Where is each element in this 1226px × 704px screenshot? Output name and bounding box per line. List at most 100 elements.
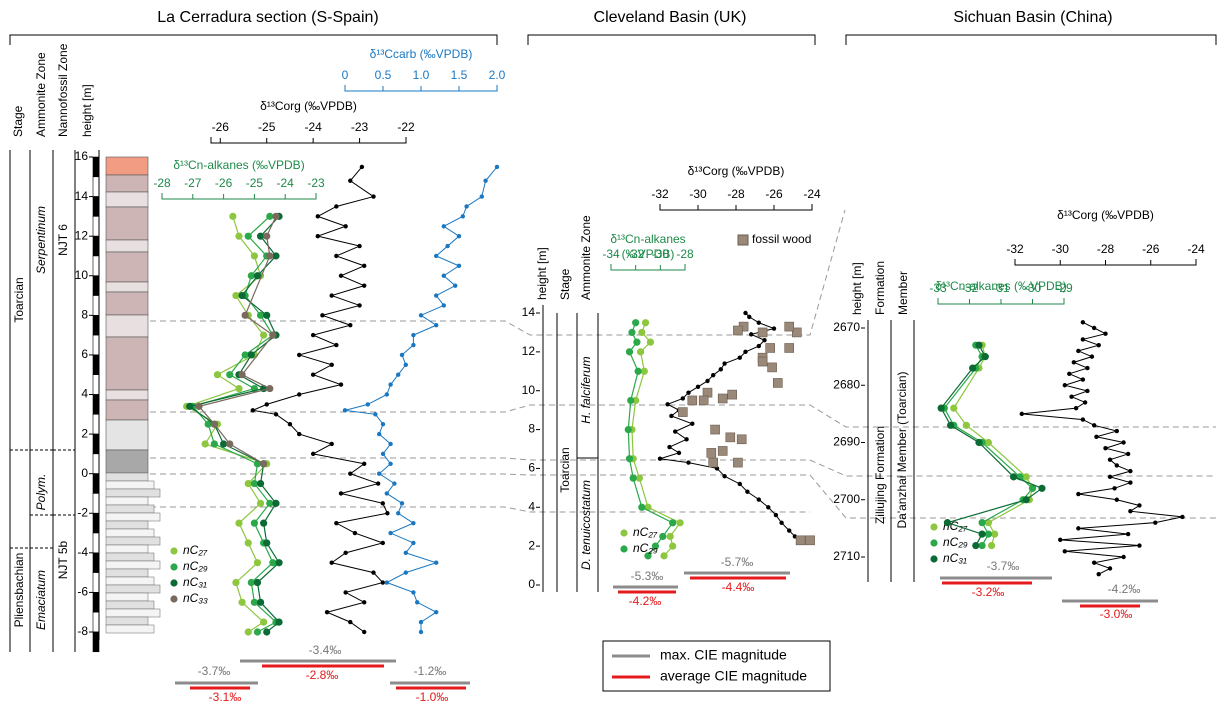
- lithology-bed: [105, 536, 161, 546]
- x-tick-label: 0: [342, 68, 349, 82]
- legend-label: nC₃₁: [943, 551, 967, 565]
- data-point: [1125, 451, 1131, 457]
- axis-title: δ¹³Cn-alkanes: [610, 232, 685, 246]
- legend-marker: [620, 545, 628, 553]
- data-point: [1103, 331, 1108, 336]
- cie-avg-label: -1.0‰: [416, 690, 449, 704]
- lithology-bed: [105, 174, 149, 193]
- data-point: [338, 491, 344, 496]
- data-point: [765, 343, 776, 353]
- legend-label: nC₃₁: [183, 575, 207, 589]
- data-point: [706, 448, 717, 458]
- data-point: [399, 352, 405, 358]
- data-point: [1114, 497, 1120, 502]
- data-point: [1076, 526, 1081, 531]
- correlation-line: [150, 457, 1216, 477]
- data-point: [266, 252, 274, 260]
- data-point: [371, 570, 376, 575]
- data-point: [343, 550, 348, 556]
- data-point: [229, 212, 237, 220]
- data-point: [210, 440, 218, 448]
- lithology-bed: [105, 239, 149, 253]
- data-point: [384, 580, 389, 585]
- height-ruler: [92, 176, 100, 197]
- data-point: [676, 519, 684, 527]
- data-point: [244, 539, 252, 547]
- data-point: [711, 372, 716, 378]
- x-tick-label: -24: [803, 187, 821, 201]
- data-point: [762, 338, 767, 343]
- data-point: [272, 212, 280, 220]
- legend-marker: [620, 529, 628, 537]
- column-label: NJT 6: [56, 224, 70, 256]
- axis-title: δ¹³Cn-alkanes (‰VPDB): [173, 158, 304, 172]
- data-point: [629, 474, 637, 482]
- data-point: [334, 204, 339, 209]
- data-point: [625, 348, 634, 356]
- data-point: [1121, 554, 1126, 560]
- data-point: [418, 619, 424, 625]
- height-ruler: [92, 493, 100, 514]
- data-point: [272, 499, 280, 507]
- data-point: [666, 532, 674, 541]
- y-tick-label: 12: [522, 344, 536, 358]
- data-point: [669, 519, 677, 527]
- data-point: [441, 303, 446, 308]
- data-point: [673, 429, 678, 434]
- y-tick-label: 4: [528, 499, 535, 513]
- data-point: [445, 243, 450, 249]
- column-label: NJT 5b: [56, 540, 70, 579]
- data-point: [434, 253, 439, 259]
- lithology-bed: [105, 520, 149, 530]
- data-point: [638, 503, 646, 511]
- data-point: [756, 343, 761, 349]
- data-point: [250, 598, 258, 606]
- data-point: [460, 214, 465, 219]
- data-point: [263, 311, 271, 319]
- column-header: Ammonite Zone: [34, 52, 48, 137]
- data-point: [1121, 440, 1126, 445]
- x-tick-label: -33: [929, 281, 947, 295]
- x-tick-label: -26: [212, 120, 230, 134]
- data-point: [937, 404, 945, 412]
- data-point: [266, 384, 274, 393]
- data-point: [1062, 383, 1067, 388]
- y-tick-label: 2680: [833, 377, 860, 391]
- legend-marker: [170, 563, 178, 571]
- data-point: [269, 559, 277, 567]
- data-point: [357, 303, 362, 308]
- data-point: [1096, 571, 1101, 577]
- data-point: [784, 343, 795, 353]
- legend-marker: [930, 523, 938, 531]
- data-point: [743, 310, 748, 316]
- lithology-bed: [105, 616, 149, 626]
- y-tick-label: -6: [77, 585, 88, 599]
- data-point: [342, 408, 348, 413]
- y-tick-label: 8: [81, 308, 88, 322]
- legend-marker: [170, 579, 178, 587]
- panel-bracket: [9, 34, 498, 45]
- data-point: [362, 461, 367, 466]
- data-point: [773, 512, 779, 518]
- data-point: [479, 194, 484, 199]
- data-point: [947, 421, 955, 429]
- lithology-bed: [105, 336, 149, 391]
- x-tick-label: -23: [307, 176, 325, 190]
- x-tick-label: -30: [1024, 281, 1042, 295]
- column-header: height [m]: [850, 262, 864, 315]
- height-ruler: [92, 611, 100, 633]
- data-point: [411, 332, 416, 338]
- data-point: [1114, 428, 1120, 434]
- data-point: [624, 425, 632, 434]
- layout: max. CIE magnitude average CIE magnitude: [9, 150, 1216, 692]
- y-tick-label: 2710: [833, 549, 860, 563]
- data-point: [743, 349, 748, 355]
- x-tick-label: -28: [676, 247, 694, 261]
- data-point: [628, 328, 636, 337]
- data-point: [324, 610, 330, 615]
- data-point: [1103, 446, 1108, 451]
- data-point: [722, 474, 727, 479]
- height-ruler: [92, 275, 100, 296]
- data-point: [359, 164, 365, 170]
